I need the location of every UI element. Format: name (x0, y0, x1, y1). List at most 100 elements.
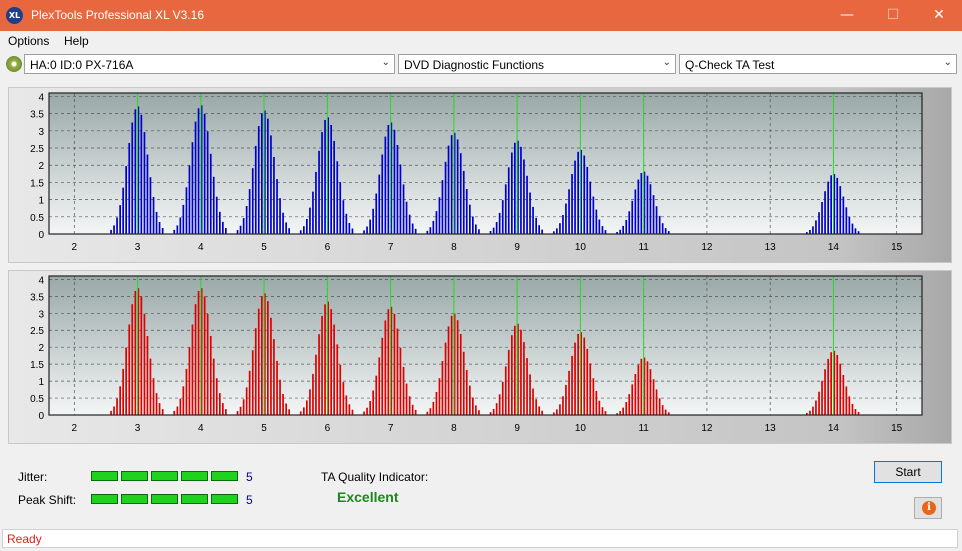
meter-segment (181, 471, 208, 481)
function-select[interactable]: DVD Diagnostic Functions ⌄ (398, 54, 676, 74)
data-bar (812, 226, 814, 234)
menu-help[interactable]: Help (64, 34, 89, 48)
meter-segment (211, 471, 238, 481)
data-bar (577, 334, 579, 415)
data-bar (818, 391, 820, 415)
x-tick-label: 8 (451, 423, 457, 434)
data-bar (583, 155, 586, 234)
data-bar (830, 175, 832, 234)
data-bar (155, 211, 158, 234)
data-bar (848, 396, 851, 415)
data-bar (438, 197, 441, 234)
x-tick-label: 6 (325, 423, 331, 434)
data-bar (652, 379, 655, 415)
data-bar (215, 378, 218, 415)
data-bar (640, 358, 643, 415)
data-bar (646, 175, 649, 234)
data-bar (667, 231, 670, 234)
data-bar (824, 369, 826, 415)
data-bar (453, 132, 456, 234)
data-bar (511, 335, 513, 415)
ta-quality-label: TA Quality Indicator: (321, 470, 429, 484)
data-bar (315, 354, 317, 415)
meter-segment (181, 494, 208, 504)
drive-select[interactable]: HA:0 ID:0 PX-716A ⌄ (24, 54, 395, 74)
data-bar (239, 225, 242, 234)
test-select[interactable]: Q-Check TA Test ⌄ (679, 54, 957, 74)
data-bar (327, 117, 329, 234)
data-bar (248, 189, 251, 234)
data-bar (134, 109, 137, 234)
data-bar (279, 198, 281, 234)
data-bar (498, 212, 501, 234)
start-button[interactable]: Start (874, 461, 942, 483)
data-bar (634, 189, 637, 234)
data-bar (586, 348, 589, 415)
menu-options[interactable]: Options (8, 34, 50, 48)
data-bar (396, 145, 399, 234)
info-button[interactable]: i (914, 497, 942, 519)
y-tick-label: 3.5 (30, 110, 44, 121)
data-bar (285, 403, 287, 415)
data-bar (498, 394, 501, 415)
data-bar (140, 114, 143, 234)
data-bar (137, 106, 140, 234)
data-bar (408, 396, 411, 415)
data-bar (182, 386, 185, 415)
data-bar (589, 363, 592, 415)
data-bar (299, 230, 302, 234)
data-bar (426, 411, 429, 415)
data-bar (176, 225, 179, 234)
data-bar (495, 403, 498, 415)
data-bar (634, 374, 637, 415)
data-bar (532, 206, 534, 234)
x-tick-label: 3 (135, 242, 141, 253)
data-bar (475, 405, 477, 415)
close-button[interactable]: ✕ (916, 0, 962, 31)
data-bar (288, 409, 290, 415)
data-bar (646, 361, 649, 415)
data-bar (821, 202, 823, 234)
peak-shift-value: 5 (246, 493, 253, 507)
data-bar (631, 200, 634, 234)
maximize-button[interactable]: ☐ (870, 0, 916, 31)
data-bar (155, 393, 158, 415)
data-bar (257, 126, 260, 234)
data-bar (384, 320, 387, 415)
data-bar (625, 219, 628, 234)
data-bar (504, 366, 507, 415)
data-bar (637, 364, 640, 415)
data-bar (140, 296, 143, 415)
data-bar (492, 227, 495, 234)
data-bar (131, 304, 134, 415)
y-tick-label: 2.5 (30, 326, 44, 337)
data-bar (511, 152, 513, 234)
data-bar (405, 201, 408, 234)
data-bar (526, 358, 528, 415)
data-bar (824, 191, 826, 234)
data-bar (122, 368, 124, 415)
x-tick-label: 9 (514, 242, 520, 253)
data-bar (441, 361, 444, 415)
data-bar (450, 315, 453, 415)
data-bar (812, 406, 814, 415)
data-bar (122, 187, 124, 234)
data-bar (161, 228, 164, 234)
data-bar (637, 179, 640, 234)
data-bar (842, 196, 845, 234)
data-bar (321, 316, 323, 415)
data-bar (535, 399, 537, 415)
y-tick-label: 0 (38, 411, 44, 422)
meter-segment (91, 494, 118, 504)
data-bar (827, 358, 829, 415)
info-icon: i (922, 501, 936, 515)
data-bar (324, 120, 326, 234)
data-bar (236, 230, 239, 234)
y-tick-label: 1 (38, 377, 44, 388)
data-bar (336, 161, 339, 234)
data-bar (242, 399, 245, 415)
minimize-button[interactable]: — (824, 0, 870, 31)
data-bar (809, 230, 811, 234)
x-tick-label: 12 (701, 242, 713, 253)
data-bar (152, 378, 155, 415)
